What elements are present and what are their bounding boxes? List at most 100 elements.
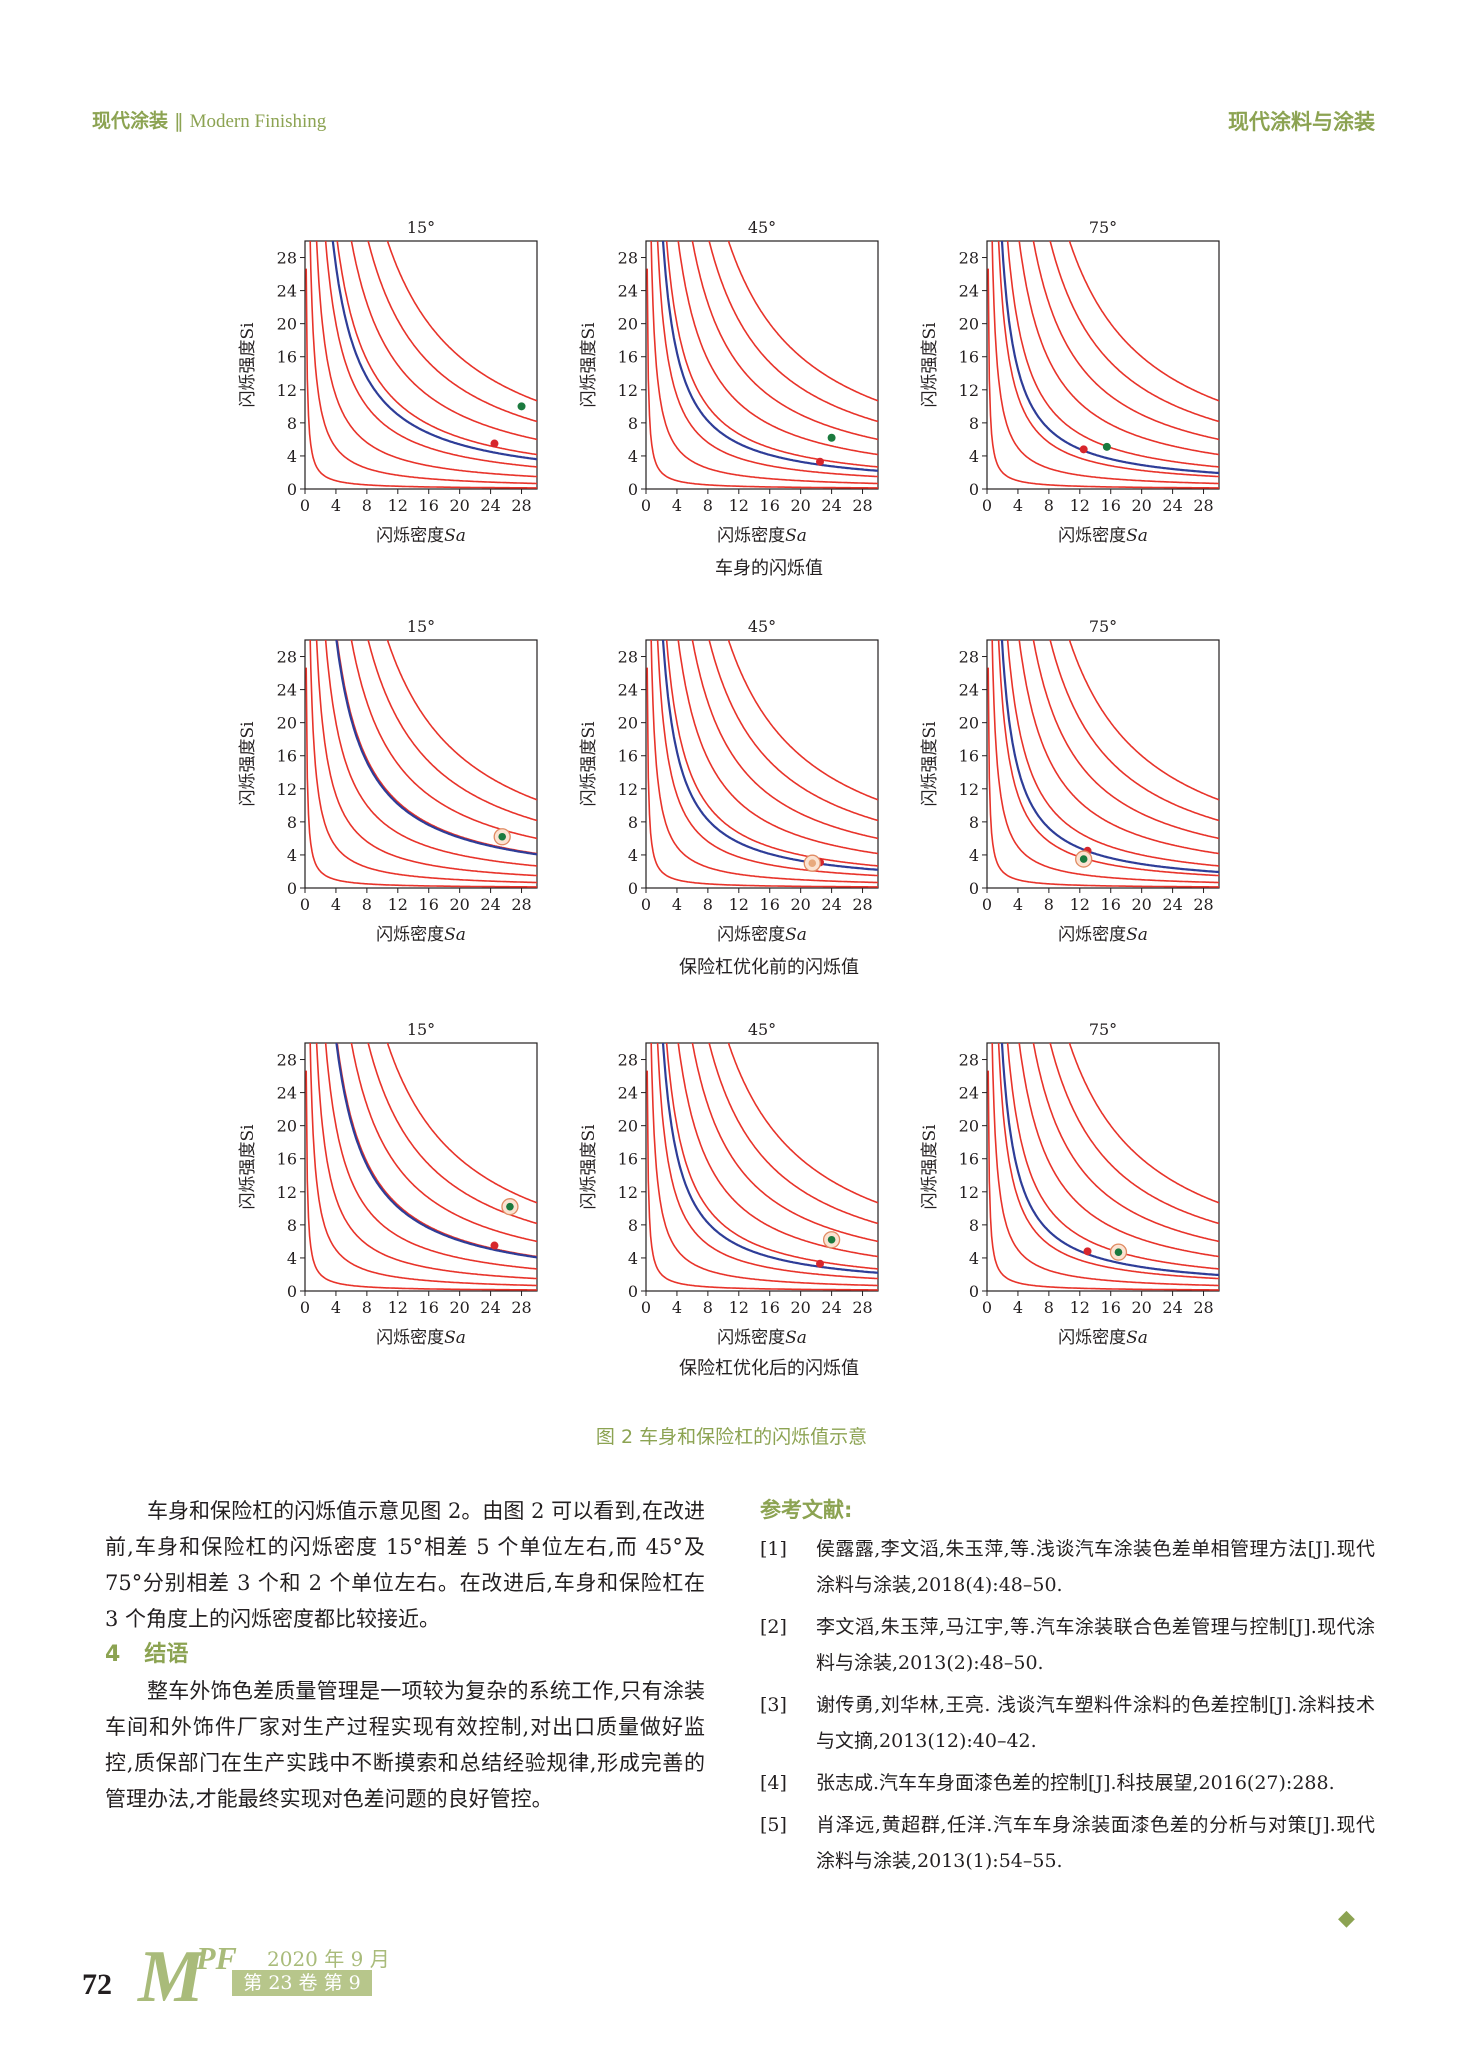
reference-curve xyxy=(309,241,537,485)
x-tick-label: 24 xyxy=(821,1298,841,1317)
y-tick-label: 8 xyxy=(287,414,297,433)
reference-curve xyxy=(677,640,878,855)
reference-item: [5] 肖泽远,黄超群,任洋.汽车车身涂装面漆色差的分析与对策[J].现代涂料与涂… xyxy=(760,1807,1375,1879)
x-axis-label: 闪烁密度Sa xyxy=(1058,925,1148,945)
x-tick-label: 8 xyxy=(362,1298,372,1317)
x-tick-label: 20 xyxy=(449,1298,469,1317)
x-tick-label: 20 xyxy=(1131,496,1151,515)
x-tick-label: 0 xyxy=(641,1298,651,1317)
x-tick-label: 12 xyxy=(388,895,408,914)
reference-curve xyxy=(386,241,537,402)
data-point xyxy=(1102,442,1111,451)
x-tick-label: 4 xyxy=(1013,1298,1023,1317)
reference-curve xyxy=(1018,241,1219,456)
plot-area xyxy=(646,640,878,888)
y-tick-label: 0 xyxy=(628,879,638,898)
y-tick-label: 12 xyxy=(277,780,297,799)
issue-volume: 第 23 卷 第 9 期 xyxy=(232,1970,372,2020)
data-point xyxy=(1114,1248,1123,1256)
x-tick-label: 24 xyxy=(480,1298,500,1317)
data-point xyxy=(827,1235,836,1244)
x-tick-label: 8 xyxy=(362,496,372,515)
plot-frame xyxy=(304,639,538,889)
reference-curve xyxy=(656,1043,878,1280)
reference-text: 张志成.汽车车身面漆色差的控制[J].科技展望,2016(27):288. xyxy=(816,1772,1335,1794)
x-tick-label: 24 xyxy=(480,496,500,515)
x-tick-label: 8 xyxy=(1044,496,1054,515)
y-axis-label: 闪烁强度Si xyxy=(579,322,599,408)
reference-curve xyxy=(350,241,537,441)
y-tick-label: 28 xyxy=(618,249,638,268)
reference-curve xyxy=(991,640,1219,884)
y-tick-label: 28 xyxy=(618,648,638,667)
reference-curve xyxy=(646,1070,878,1291)
x-tick-label: 0 xyxy=(300,1298,310,1317)
y-tick-label: 16 xyxy=(959,747,979,766)
data-point xyxy=(808,859,817,867)
plot-frame xyxy=(304,240,538,490)
reference-index: [3] xyxy=(760,1694,787,1716)
y-tick-label: 4 xyxy=(969,1249,979,1268)
x-axis-label: 闪烁密度Sa xyxy=(376,925,466,945)
y-axis-label: 闪烁强度Si xyxy=(920,1124,940,1210)
fit-curve xyxy=(331,241,537,461)
x-tick-label: 16 xyxy=(419,496,439,515)
sparkle-chart-panel: 00 4 4 8 8 12 12 16 16 20 20 24 24 28 28 15° 闪烁密度Sa 闪烁强度S… xyxy=(238,1020,538,1348)
y-tick-label: 20 xyxy=(277,315,297,334)
x-tick-label: 12 xyxy=(1070,496,1090,515)
reference-curve xyxy=(315,640,537,877)
y-tick-label: 16 xyxy=(277,1150,297,1169)
running-header-left: 现代涂装 ‖ Modern Finishing xyxy=(92,106,326,133)
reference-index: [1] xyxy=(760,1538,787,1560)
y-tick-label: 0 xyxy=(287,879,297,898)
x-tick-label: 12 xyxy=(1070,1298,1090,1317)
y-tick-label: 12 xyxy=(618,1183,638,1202)
reference-curve xyxy=(1006,1043,1219,1270)
x-tick-label: 20 xyxy=(790,1298,810,1317)
y-axis-label: 闪烁强度Si xyxy=(579,1124,599,1210)
x-tick-label: 24 xyxy=(480,895,500,914)
reference-curve xyxy=(665,640,878,867)
plot-area xyxy=(987,640,1219,888)
y-tick-label: 20 xyxy=(959,1117,979,1136)
reference-index: [4] xyxy=(760,1772,787,1794)
plot-area xyxy=(987,1043,1219,1291)
y-tick-label: 16 xyxy=(618,747,638,766)
reference-curve xyxy=(305,667,537,888)
x-tick-label: 12 xyxy=(388,496,408,515)
reference-curve xyxy=(691,640,878,840)
x-tick-label: 20 xyxy=(1131,1298,1151,1317)
reference-curve xyxy=(386,640,537,801)
x-tick-label: 4 xyxy=(331,496,341,515)
x-tick-label: 24 xyxy=(821,895,841,914)
reference-curve xyxy=(987,1070,1219,1291)
y-axis-label: 闪烁强度Si xyxy=(920,721,940,807)
plot-area xyxy=(987,241,1219,489)
y-tick-label: 28 xyxy=(959,249,979,268)
y-tick-label: 20 xyxy=(618,315,638,334)
data-point xyxy=(1079,855,1088,863)
data-point xyxy=(827,433,836,442)
x-tick-label: 16 xyxy=(1101,895,1121,914)
plot-frame xyxy=(645,639,879,889)
sparkle-chart-panel: 00 4 4 8 8 12 12 16 16 20 20 24 24 28 28 45° 闪烁密度Sa 闪烁强度S… xyxy=(579,1020,879,1348)
panel-title: 45° xyxy=(748,617,776,636)
x-tick-label: 28 xyxy=(1193,1298,1213,1317)
y-tick-label: 16 xyxy=(277,348,297,367)
reference-curve xyxy=(691,1043,878,1243)
x-tick-label: 24 xyxy=(1162,496,1182,515)
reference-curve xyxy=(305,268,537,489)
reference-curve xyxy=(987,667,1219,888)
data-point xyxy=(517,402,526,411)
reference-curve xyxy=(727,1043,878,1204)
y-tick-label: 16 xyxy=(618,1150,638,1169)
y-axis-label: 闪烁强度Si xyxy=(579,721,599,807)
x-tick-label: 8 xyxy=(703,895,713,914)
reference-curve xyxy=(650,640,878,884)
x-tick-label: 20 xyxy=(449,895,469,914)
x-tick-label: 28 xyxy=(511,895,531,914)
y-tick-label: 0 xyxy=(969,1282,979,1301)
y-tick-label: 16 xyxy=(959,1150,979,1169)
reference-curve xyxy=(350,640,537,840)
body-paragraph-2: 整车外饰色差质量管理是一项较为复杂的系统工作,只有涂装车间和外饰件厂家对生产过程… xyxy=(105,1679,705,1811)
